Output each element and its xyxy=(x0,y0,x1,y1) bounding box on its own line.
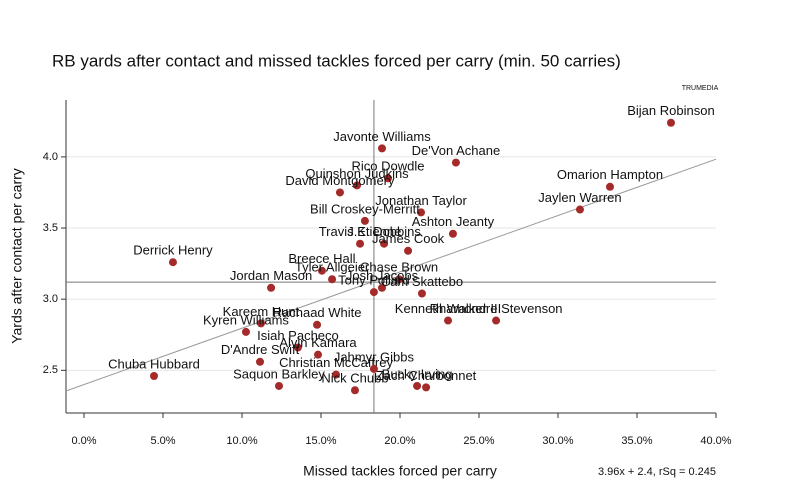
point-label: Jahmyr Gibbs xyxy=(334,349,415,364)
logo: TRUMEDIA xyxy=(682,85,719,92)
point-label: Bijan Robinson xyxy=(627,103,714,118)
point xyxy=(241,327,250,336)
point-label: Zach Charbonnet xyxy=(376,368,477,383)
point xyxy=(256,357,265,366)
point-label: Chuba Hubbard xyxy=(108,356,200,371)
point xyxy=(383,174,392,183)
point xyxy=(417,289,426,298)
chart-title: RB yards after contact and missed tackle… xyxy=(52,51,621,70)
point-label: Jaylen Warren xyxy=(538,190,621,205)
point-label: Rico Dowdle xyxy=(352,159,425,174)
x-tick-label: 10.0% xyxy=(226,435,257,447)
x-tick-label: 5.0% xyxy=(150,435,175,447)
point xyxy=(350,386,359,395)
point-label: Javonte Williams xyxy=(333,129,431,144)
point xyxy=(267,283,276,292)
point-label: Nick Chubb xyxy=(321,371,388,386)
x-tick-label: 15.0% xyxy=(305,435,336,447)
point xyxy=(274,381,283,390)
y-tick-label: 2.5 xyxy=(43,364,58,376)
trendline xyxy=(65,158,717,392)
point-label: Chase Brown xyxy=(360,260,438,275)
point xyxy=(369,288,378,297)
point xyxy=(492,316,501,325)
point xyxy=(666,118,675,127)
y-tick-label: 4.0 xyxy=(43,151,58,163)
y-tick-label: 3.0 xyxy=(43,293,58,305)
trendline-label: 3.96x + 2.4, rSq = 0.245 xyxy=(598,466,716,478)
point xyxy=(404,246,413,255)
point-label: Bill Croskey-Merritt xyxy=(310,201,420,216)
point-label: Omarion Hampton xyxy=(557,167,663,182)
point xyxy=(332,370,341,379)
point xyxy=(168,258,177,267)
point-label: Kenneth Walker III xyxy=(395,301,501,316)
point-label: Breece Hall xyxy=(288,251,355,266)
point-label: Tony Pollard xyxy=(338,273,410,288)
point-label: Jordan Mason xyxy=(230,268,312,283)
point-label: Saquon Barkley xyxy=(233,366,325,381)
point-label: Kareem Hunt xyxy=(223,304,300,319)
y-axis-title: Yards after contact per carry xyxy=(9,168,25,344)
point xyxy=(422,383,431,392)
point xyxy=(328,275,337,284)
point xyxy=(293,343,302,352)
point-label: Josh Jacobs xyxy=(346,268,419,283)
x-tick-label: 25.0% xyxy=(463,435,494,447)
point-label: D'Andre Swift xyxy=(221,342,300,357)
point-label: Kyren Williams xyxy=(203,312,289,327)
point-label: James Cook xyxy=(372,231,445,246)
point-label: Ashton Jeanty xyxy=(412,214,495,229)
x-tick-label: 35.0% xyxy=(621,435,652,447)
point xyxy=(313,320,322,329)
x-axis-title: Missed tackles forced per carry xyxy=(303,463,497,479)
point-label: Isiah Pacheco xyxy=(257,328,339,343)
point xyxy=(395,275,404,284)
y-tick-label: 3.5 xyxy=(43,222,58,234)
point-label: Tyler Allgeier xyxy=(295,260,370,275)
point xyxy=(451,158,460,167)
point-label: Rhamondre Stevenson xyxy=(430,301,563,316)
x-tick-label: 20.0% xyxy=(384,435,415,447)
point xyxy=(150,372,159,381)
point xyxy=(360,216,369,225)
point-label: Quinshon Judkins xyxy=(305,166,409,181)
point xyxy=(317,266,326,275)
point-label: Alvin Kamara xyxy=(279,335,357,350)
point xyxy=(377,144,386,153)
x-tick-label: 0.0% xyxy=(71,435,96,447)
point-label: Derrick Henry xyxy=(133,243,213,258)
point xyxy=(369,364,378,373)
point-label: David Montgomery xyxy=(285,173,395,188)
point xyxy=(575,205,584,214)
x-tick-label: 40.0% xyxy=(700,435,731,447)
point xyxy=(380,239,389,248)
point-label: Travis Etienne xyxy=(319,224,402,239)
point xyxy=(413,381,422,390)
point xyxy=(314,350,323,359)
point xyxy=(448,229,457,238)
point xyxy=(444,316,453,325)
point xyxy=(417,208,426,217)
point-label: Cam Skattebo xyxy=(381,274,463,289)
point xyxy=(377,283,386,292)
point-label: Rachaad White xyxy=(273,305,362,320)
x-tick-label: 30.0% xyxy=(542,435,573,447)
point xyxy=(605,182,614,191)
point-label: Christian McCaffrey xyxy=(279,355,393,370)
point xyxy=(256,319,265,328)
point-label: Bucky Irving xyxy=(382,366,453,381)
point xyxy=(335,188,344,197)
point xyxy=(356,239,365,248)
point-label: J.K. Dobbins xyxy=(347,224,421,239)
point-label: Jonathan Taylor xyxy=(375,193,467,208)
point-label: De'Von Achane xyxy=(412,143,501,158)
point xyxy=(353,181,362,190)
